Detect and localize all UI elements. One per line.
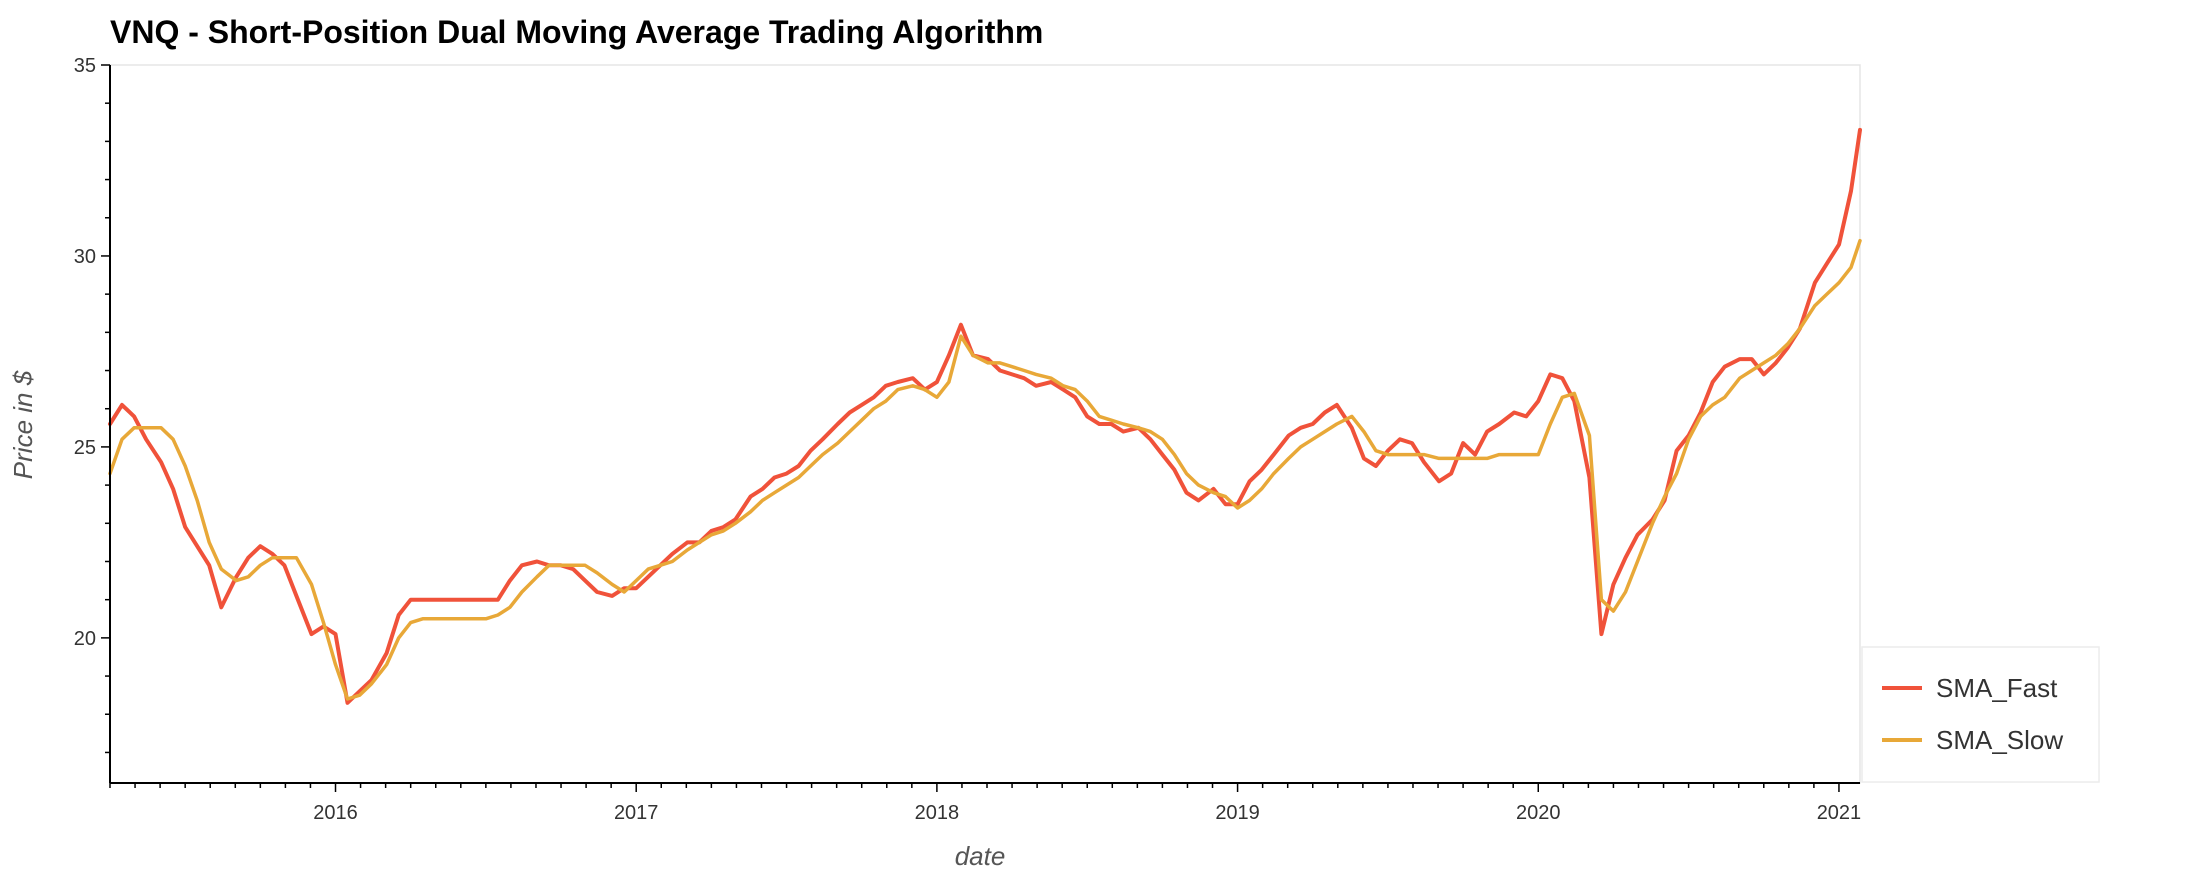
- chart-title: VNQ - Short-Position Dual Moving Average…: [110, 14, 1044, 50]
- x-tick-label: 2019: [1215, 802, 1260, 824]
- x-axis-title: date: [955, 841, 1006, 871]
- legend-label: SMA_Slow: [1936, 725, 2063, 755]
- x-tick-label: 2016: [313, 802, 358, 824]
- y-tick-label: 30: [74, 246, 96, 268]
- x-tick-label: 2018: [915, 802, 960, 824]
- y-tick-label: 20: [74, 628, 96, 650]
- y-axis: 20 25 30 35: [74, 55, 111, 783]
- legend: SMA_Fast SMA_Slow: [1861, 646, 2100, 783]
- x-tick-label: 2017: [614, 802, 659, 824]
- series-line-sma-fast: [108, 127, 1862, 705]
- legend-box: [1861, 646, 2100, 783]
- series-line-sma-slow: [108, 238, 1862, 701]
- legend-label: SMA_Fast: [1936, 673, 2058, 703]
- x-tick-label: 2021: [1817, 802, 1862, 824]
- series-layer: [108, 127, 1862, 705]
- x-tick-label: 2020: [1516, 802, 1561, 824]
- y-axis-title: Price in $: [8, 370, 38, 479]
- y-tick-label: 35: [74, 55, 96, 77]
- y-tick-label: 25: [74, 437, 96, 459]
- x-axis: 2016 2017 2018 2019 2020 2021: [109, 782, 1862, 824]
